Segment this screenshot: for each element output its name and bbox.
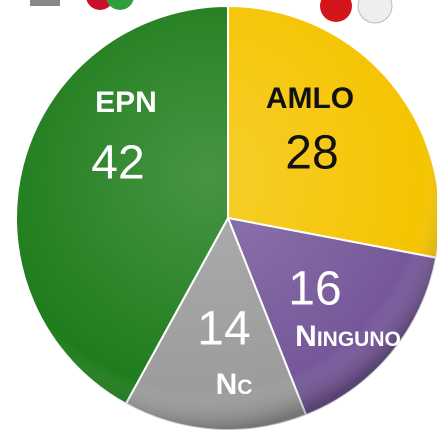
logo	[106, 0, 134, 10]
slice-value: 16	[288, 263, 341, 316]
logo	[30, 0, 60, 6]
slice-name: Nc	[216, 368, 253, 401]
slice-name: AMLO	[266, 82, 354, 115]
slice-value: 28	[285, 127, 338, 180]
logo	[320, 0, 352, 22]
logo	[357, 0, 393, 24]
slice-value: 42	[91, 137, 144, 190]
pie: AMLO 28 Ninguno 16 Nc 14 EPN 42	[15, 4, 437, 431]
slice-value: 14	[197, 303, 250, 356]
slice-name: Ninguno	[295, 320, 401, 353]
slice-name: EPN	[95, 86, 157, 119]
